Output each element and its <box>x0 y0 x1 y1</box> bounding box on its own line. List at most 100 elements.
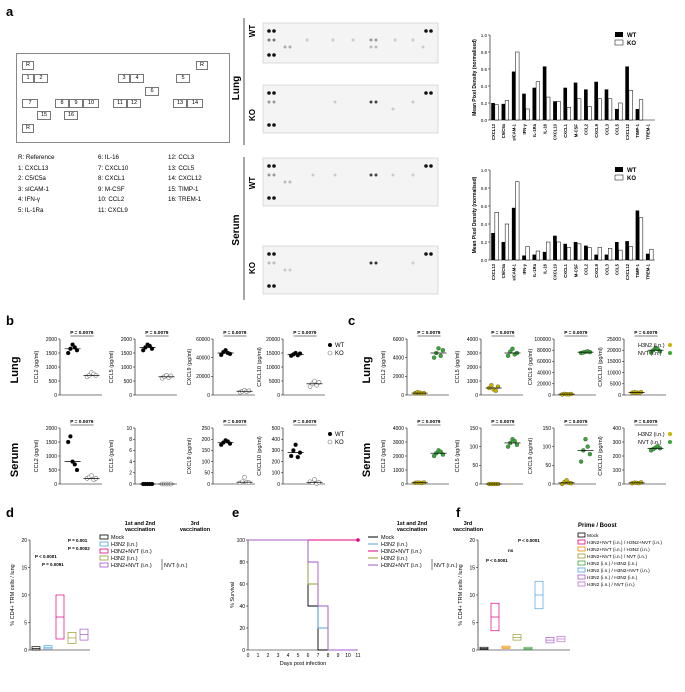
y-tick-label: 20000 <box>266 337 280 343</box>
y-axis-label: CXCL9 (pg/ml) <box>187 438 193 475</box>
y-tick-label: 1500 <box>46 440 57 446</box>
bar-wt <box>594 81 598 120</box>
legend-bracket-label: NVT (i.n.) <box>434 563 458 569</box>
bar-wt <box>604 89 609 120</box>
y-tick-label: 1000 <box>467 379 478 385</box>
y-tick-label: 1500 <box>121 351 132 357</box>
x-tick-label: 9 <box>337 653 340 659</box>
legend-header: vaccination <box>397 527 428 533</box>
x-tick-label: 1 <box>257 653 260 659</box>
y-tick-label: 4000 <box>393 355 404 361</box>
blot-spot <box>267 123 271 127</box>
legend-label-ko: KO <box>335 440 344 446</box>
legend-label-wt: WT <box>335 343 345 349</box>
data-point <box>240 479 245 485</box>
y-tick-label: 1000 <box>393 468 404 474</box>
y-tick-label: 500 <box>272 426 281 432</box>
key-cell: 6 <box>145 87 159 96</box>
blot-membrane <box>262 157 439 207</box>
survival-end-marker <box>356 538 360 542</box>
data-point <box>141 348 146 353</box>
bar-ko <box>577 243 582 261</box>
key-cell: 8 <box>55 99 69 108</box>
y-tick-label: 40000 <box>196 355 210 361</box>
survival-line <box>248 539 358 651</box>
bar-wt <box>604 254 609 260</box>
y-tick-label: 25000 <box>607 337 621 343</box>
y-tick-label: 0.0 <box>481 258 488 263</box>
legend-label: H3N2+NVT (i.n.) <box>381 549 422 555</box>
data-point <box>316 380 322 385</box>
blot-spot <box>374 173 378 177</box>
blot-spot <box>351 38 355 42</box>
y-tick-label: 150 <box>543 426 552 432</box>
legend-entry: 16: TREM-1 <box>168 196 202 203</box>
key-cell: 4 <box>130 74 144 83</box>
legend-header: 1st and 2nd <box>125 521 156 527</box>
y-tick-label: 100 <box>543 444 552 450</box>
legend-label: H3N2+NVT (i.n.) <box>111 549 152 555</box>
y-tick-label: 0 <box>277 393 280 399</box>
bar-ko <box>649 248 654 261</box>
y-tick-label: 50 <box>204 471 210 477</box>
bar-ko <box>566 107 571 121</box>
data-point <box>74 467 80 473</box>
data-point <box>70 342 75 347</box>
blot-spot <box>272 173 276 177</box>
y-axis-label: CXCL10 (pg/ml) <box>598 347 604 387</box>
x-tick-label: CXCL1 <box>563 263 568 277</box>
y-tick-label: 0 <box>54 393 57 399</box>
x-tick-label: CCL2 <box>584 263 589 275</box>
data-point <box>585 444 590 449</box>
blot-spot <box>424 252 428 256</box>
data-point <box>72 462 77 467</box>
key-cell: 12 <box>127 99 141 108</box>
x-tick-label: 0 <box>247 653 250 659</box>
blot-spot <box>288 268 292 272</box>
legend-entry: 11: CXCL9 <box>98 206 128 214</box>
data-point <box>578 459 584 464</box>
data-point <box>568 481 574 486</box>
blot-spot <box>391 173 395 177</box>
blot-spot <box>369 261 373 265</box>
y-tick-label: 0 <box>129 393 132 399</box>
blot-spot <box>305 38 309 42</box>
bar-wt <box>522 255 526 260</box>
y-tick-label: 5000 <box>269 379 280 385</box>
data-point <box>512 438 517 444</box>
p-value: P = 0.0079 <box>564 419 588 425</box>
data-point <box>438 449 443 454</box>
x-tick-label: CXCL12 <box>625 263 630 280</box>
data-point <box>295 454 300 460</box>
bar-ko <box>525 108 530 121</box>
y-tick-label: 15 <box>469 565 475 571</box>
legend-swatch <box>99 562 109 568</box>
x-tick-label: IFN-γ <box>522 263 527 274</box>
bar-ko <box>618 102 623 121</box>
y-tick-label: 100 <box>613 468 622 474</box>
x-tick-label: CXCL13 <box>491 123 496 140</box>
bar-ko <box>566 247 571 261</box>
legend-swatch <box>577 560 586 566</box>
blot-spot <box>429 164 433 168</box>
bar-ko <box>638 99 644 121</box>
blot-spot <box>267 164 271 168</box>
y-axis-label: CXCL10 (pg/ml) <box>257 436 263 476</box>
y-tick-label: 20 <box>469 538 475 544</box>
data-point <box>147 343 152 349</box>
bar-ko <box>587 247 592 261</box>
y-tick-label: 0.2 <box>481 240 488 245</box>
legend-entry: 2: C5/C5a <box>18 175 46 182</box>
legend-swatch-ko <box>614 174 624 181</box>
bar-ko <box>597 98 602 121</box>
bar-wt <box>532 87 537 120</box>
tissue-label-serum: Serum <box>231 214 242 245</box>
panel-a-figure: Lung Serum WT KO WT KO 0.0 0.2 0.4 0.6 0.8 1.… <box>231 18 655 300</box>
x-tick-label: CCL3 <box>604 123 609 135</box>
blot-membrane <box>262 245 439 295</box>
y-tick-label: 0 <box>207 393 210 399</box>
blot-spot <box>272 284 276 288</box>
p-value: P = 0.0079 <box>223 419 247 425</box>
y-tick-label: 2000 <box>46 337 57 343</box>
blot-spot <box>272 38 276 42</box>
